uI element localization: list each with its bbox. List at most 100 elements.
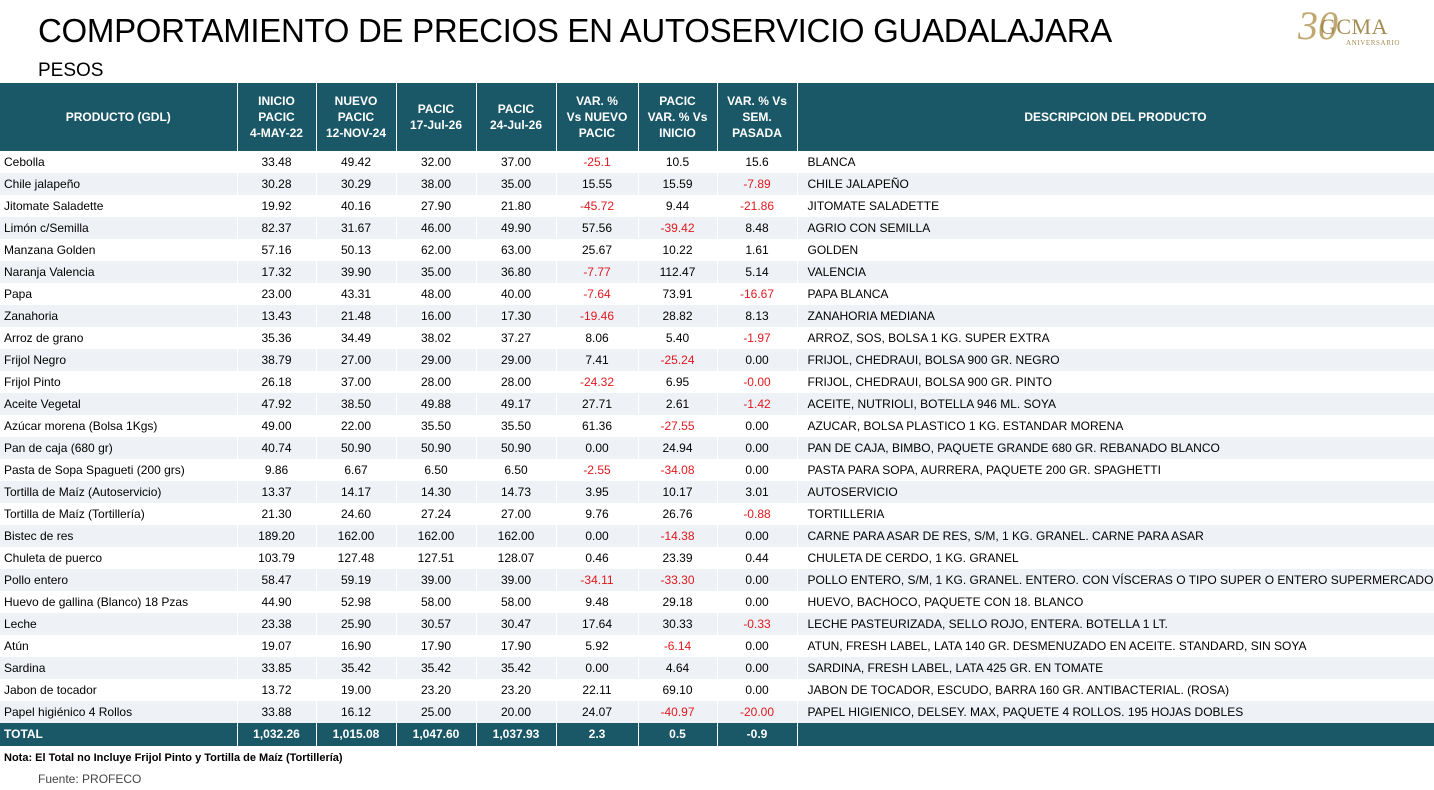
table-row: Aceite Vegetal 47.92 38.50 49.88 49.17 27.71 2… — [0, 393, 1434, 415]
value-cell: 35.00 — [476, 173, 557, 195]
product-cell: Frijol Negro — [0, 349, 238, 371]
product-cell: TOTAL — [0, 723, 238, 746]
value-cell: -25.1 — [556, 151, 639, 173]
value-cell: 39.90 — [316, 261, 397, 283]
value-cell: 25.67 — [556, 239, 639, 261]
table-row: Azúcar morena (Bolsa 1Kgs) 49.00 22.00 35.5… — [0, 415, 1434, 437]
description-cell: TORTILLERIA — [797, 503, 1434, 525]
product-cell: Tortilla de Maíz (Autoservicio) — [0, 481, 238, 503]
value-cell: 33.88 — [237, 701, 317, 723]
product-cell: Frijol Pinto — [0, 371, 238, 393]
value-cell: 21.30 — [237, 503, 317, 525]
value-cell: -6.14 — [638, 635, 718, 657]
value-cell: 9.48 — [556, 591, 639, 613]
value-cell: -14.38 — [638, 525, 718, 547]
value-cell: 59.19 — [316, 569, 397, 591]
value-cell: 103.79 — [237, 547, 317, 569]
logo-number: 30 — [1298, 3, 1338, 48]
table-header-row: PRODUCTO (GDL) INICIO PACIC 4-MAY-22 NUEVO PA… — [0, 83, 1434, 151]
product-cell: Aceite Vegetal — [0, 393, 238, 415]
column-header-line: DESCRIPCION DEL PRODUCTO — [1024, 110, 1207, 124]
value-cell: 21.80 — [476, 195, 557, 217]
value-cell: 27.00 — [476, 503, 557, 525]
value-cell: 35.50 — [476, 415, 557, 437]
value-cell: 35.42 — [396, 657, 477, 679]
value-cell: 0.00 — [717, 459, 798, 481]
column-header-line: INICIO — [258, 94, 295, 108]
value-cell: 38.02 — [396, 327, 477, 349]
description-cell: PAPEL HIGIENICO, DELSEY. MAX, PAQUETE 4 … — [797, 701, 1434, 723]
value-cell: 47.92 — [237, 393, 317, 415]
value-cell: 0.00 — [717, 679, 798, 701]
product-cell: Jabon de tocador — [0, 679, 238, 701]
column-header: INICIO PACIC 4-MAY-22 — [237, 83, 317, 151]
column-header: VAR. % Vs SEM. PASADA — [717, 83, 798, 151]
value-cell: 23.20 — [396, 679, 477, 701]
value-cell: 0.00 — [717, 437, 798, 459]
table-row: Chuleta de puerco 103.79 127.48 127.51 128.0… — [0, 547, 1434, 569]
value-cell: -0.00 — [717, 371, 798, 393]
product-cell: Sardina — [0, 657, 238, 679]
table-body: Cebolla 33.48 49.42 32.00 37.00 -25.1 10.5 15.6… — [0, 151, 1434, 746]
value-cell: 4.64 — [638, 657, 718, 679]
value-cell: 17.90 — [476, 635, 557, 657]
value-cell: 10.5 — [638, 151, 718, 173]
value-cell: -34.11 — [556, 569, 639, 591]
value-cell: 10.17 — [638, 481, 718, 503]
value-cell: 8.13 — [717, 305, 798, 327]
value-cell: 57.56 — [556, 217, 639, 239]
description-cell: ATUN, FRESH LABEL, LATA 140 GR. DESMENUZ… — [797, 635, 1434, 657]
product-cell: Leche — [0, 613, 238, 635]
description-cell: PAPA BLANCA — [797, 283, 1434, 305]
value-cell: 0.00 — [556, 437, 639, 459]
value-cell: 49.90 — [476, 217, 557, 239]
value-cell: 25.90 — [316, 613, 397, 635]
table-row: Pan de caja (680 gr) 40.74 50.90 50.90 50.90… — [0, 437, 1434, 459]
table-row: Pasta de Sopa Spagueti (200 grs) 9.86 6.67… — [0, 459, 1434, 481]
logo-tagline: ANIVERSARIO — [1346, 39, 1401, 47]
value-cell: 57.16 — [237, 239, 317, 261]
description-cell: HUEVO, BACHOCO, PAQUETE CON 18. BLANCO — [797, 591, 1434, 613]
value-cell: 13.43 — [237, 305, 317, 327]
column-header-line: VAR. % Vs — [727, 94, 787, 108]
value-cell: 21.48 — [316, 305, 397, 327]
value-cell: 16.90 — [316, 635, 397, 657]
value-cell: 30.28 — [237, 173, 317, 195]
table-row: Jitomate Saladette 19.92 40.16 27.90 21.80 -4… — [0, 195, 1434, 217]
column-header-line: PACIC — [578, 126, 616, 140]
column-header-line: 12-NOV-24 — [325, 126, 387, 140]
value-cell: -0.88 — [717, 503, 798, 525]
product-cell: Pollo entero — [0, 569, 238, 591]
value-cell: 30.47 — [476, 613, 557, 635]
column-header-line: PACIC — [417, 102, 455, 116]
value-cell: 128.07 — [476, 547, 557, 569]
value-cell: 40.00 — [476, 283, 557, 305]
description-cell: FRIJOL, CHEDRAUI, BOLSA 900 GR. NEGRO — [797, 349, 1434, 371]
value-cell: 13.37 — [237, 481, 317, 503]
value-cell: 189.20 — [237, 525, 317, 547]
value-cell: -7.64 — [556, 283, 639, 305]
value-cell: 26.76 — [638, 503, 718, 525]
table-row: Papa 23.00 43.31 48.00 40.00 -7.64 73.91 -16.67… — [0, 283, 1434, 305]
column-header: PACIC VAR. % Vs INICIO — [638, 83, 718, 151]
value-cell: 20.00 — [476, 701, 557, 723]
value-cell: 162.00 — [316, 525, 397, 547]
value-cell: 15.6 — [717, 151, 798, 173]
value-cell: 7.41 — [556, 349, 639, 371]
table-row: Zanahoria 13.43 21.48 16.00 17.30 -19.46 28.82… — [0, 305, 1434, 327]
column-header: PRODUCTO (GDL) — [0, 83, 238, 151]
product-cell: Papa — [0, 283, 238, 305]
value-cell: 62.00 — [396, 239, 477, 261]
value-cell: 19.92 — [237, 195, 317, 217]
value-cell: 0.5 — [638, 723, 718, 746]
column-header-line: PACIC — [659, 94, 696, 108]
value-cell: 44.90 — [237, 591, 317, 613]
column-header-line: PACIC — [337, 110, 375, 124]
value-cell: 50.90 — [316, 437, 397, 459]
value-cell: 2.3 — [556, 723, 639, 746]
value-cell: 17.64 — [556, 613, 639, 635]
column-header-line: PASADA — [732, 126, 782, 140]
value-cell: 10.22 — [638, 239, 718, 261]
description-cell: PASTA PARA SOPA, AURRERA, PAQUETE 200 GR… — [797, 459, 1434, 481]
value-cell: 15.59 — [638, 173, 718, 195]
